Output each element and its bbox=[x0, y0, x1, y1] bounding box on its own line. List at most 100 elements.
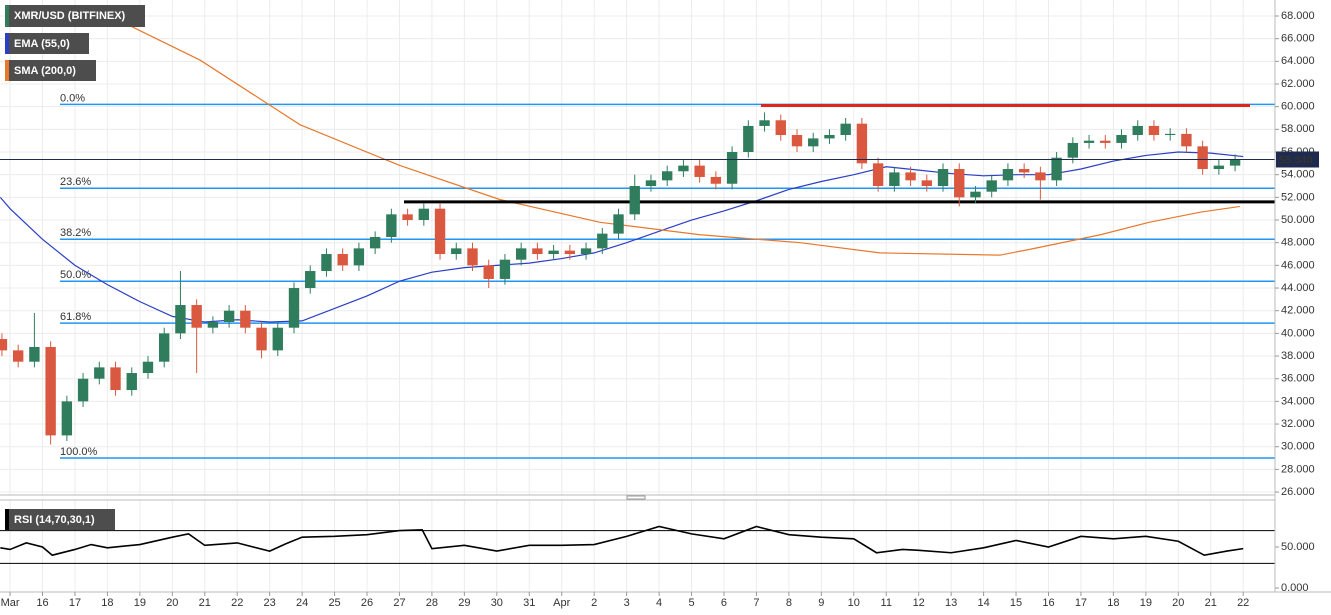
x-tick-label: 16 bbox=[1042, 597, 1054, 609]
candle-body bbox=[223, 310, 235, 323]
candle-body bbox=[207, 322, 219, 328]
candle-body bbox=[45, 346, 56, 436]
candle-body bbox=[1100, 140, 1111, 143]
candle-body bbox=[889, 172, 900, 187]
x-tick-label: 20 bbox=[1172, 597, 1184, 609]
y-tick-label: 48.000 bbox=[1281, 237, 1315, 249]
candle-body bbox=[791, 135, 803, 147]
candle-body bbox=[305, 271, 316, 289]
candle-body bbox=[743, 125, 754, 153]
last-price-label: 55.340 bbox=[1279, 154, 1313, 166]
x-tick-label: 18 bbox=[101, 597, 113, 609]
x-tick-label: 13 bbox=[945, 597, 957, 609]
candle-body bbox=[678, 165, 689, 172]
y-tick-label: 54.000 bbox=[1281, 169, 1315, 181]
grid bbox=[0, 0, 1275, 592]
splitter-handle[interactable] bbox=[626, 495, 646, 500]
legend: XMR/USD (BITFINEX) EMA (55,0) SMA (200,0… bbox=[5, 5, 145, 530]
candle-body bbox=[483, 265, 494, 279]
x-tick-label: 17 bbox=[69, 597, 81, 609]
candle-body bbox=[321, 254, 332, 272]
y-tick-label: 28.000 bbox=[1281, 463, 1315, 475]
candle-body bbox=[29, 346, 40, 362]
x-tick-label: 22 bbox=[1237, 597, 1249, 609]
rsi-pane bbox=[0, 525, 1275, 564]
candle-body bbox=[840, 123, 851, 136]
x-tick-label: 21 bbox=[1205, 597, 1217, 609]
y-tick-label: 50.000 bbox=[1281, 214, 1315, 226]
x-tick-label: 19 bbox=[134, 597, 146, 609]
candle-body bbox=[110, 367, 121, 391]
x-tick-label: 25 bbox=[328, 597, 340, 609]
y-tick-label: 40.000 bbox=[1281, 327, 1315, 339]
candle-body bbox=[597, 233, 608, 249]
candle-body bbox=[191, 305, 202, 328]
candle-body bbox=[418, 208, 430, 221]
x-tick-label: 29 bbox=[458, 597, 470, 609]
legend-swatch bbox=[5, 60, 9, 81]
x-tick-label: 28 bbox=[426, 597, 438, 609]
y-tick-label: 60.000 bbox=[1281, 101, 1315, 113]
x-tick-label: 12 bbox=[913, 597, 925, 609]
legend-box bbox=[5, 33, 89, 54]
candle-body bbox=[532, 248, 543, 255]
rsi-line bbox=[0, 525, 1244, 557]
candle-body bbox=[694, 165, 705, 177]
candle-body bbox=[159, 333, 170, 362]
fib-label: 61.8% bbox=[60, 311, 91, 323]
indicator-line bbox=[86, 5, 1241, 256]
x-tick-label: 18 bbox=[1107, 597, 1119, 609]
y-tick-label: 64.000 bbox=[1281, 55, 1315, 67]
x-tick-label: 5 bbox=[688, 597, 694, 609]
y-tick-label: 32.000 bbox=[1281, 418, 1315, 430]
candle-body bbox=[94, 367, 105, 379]
candle-body bbox=[1051, 157, 1062, 181]
x-tick-label: 30 bbox=[491, 597, 503, 609]
candle-body bbox=[824, 135, 835, 139]
candle-body bbox=[1164, 133, 1176, 136]
candle-body bbox=[775, 120, 786, 136]
candle-body bbox=[856, 123, 868, 164]
candle-body bbox=[434, 208, 446, 255]
x-tick-label: 23 bbox=[264, 597, 276, 609]
candle-body bbox=[515, 248, 527, 260]
candle-body bbox=[126, 373, 137, 391]
x-tick-label: 10 bbox=[848, 597, 860, 609]
candle-body bbox=[580, 248, 592, 255]
x-tick-label: 21 bbox=[199, 597, 211, 609]
y-tick-label: 26.000 bbox=[1281, 486, 1315, 498]
candle-body bbox=[1002, 169, 1014, 181]
y-tick-label: 62.000 bbox=[1281, 78, 1315, 90]
candle-body bbox=[499, 259, 511, 279]
fib-label: 23.6% bbox=[60, 176, 91, 188]
legend-swatch bbox=[5, 509, 9, 530]
y-tick-label: 66.000 bbox=[1281, 33, 1315, 45]
candle-body bbox=[954, 169, 965, 198]
x-tick-label: 22 bbox=[231, 597, 243, 609]
candle-body bbox=[77, 378, 89, 402]
candle-body bbox=[1181, 133, 1192, 147]
candle-body bbox=[613, 214, 624, 234]
candle-body bbox=[808, 138, 819, 147]
x-tick-label: 2 bbox=[591, 597, 597, 609]
x-tick-label: 20 bbox=[166, 597, 178, 609]
y-tick-label: 58.000 bbox=[1281, 123, 1315, 135]
x-tick-label: 17 bbox=[1075, 597, 1087, 609]
candle-body bbox=[369, 237, 381, 249]
candle-body bbox=[12, 350, 24, 362]
legend-sma: SMA (200,0) bbox=[14, 65, 76, 77]
candle-body bbox=[645, 180, 657, 187]
y-tick-label: 0.000 bbox=[1281, 582, 1309, 594]
x-tick-label: 24 bbox=[296, 597, 308, 609]
candle-body bbox=[142, 361, 154, 374]
candle-body bbox=[1035, 172, 1046, 181]
candle-body bbox=[61, 401, 73, 436]
candle-body bbox=[1197, 146, 1208, 170]
candle-body bbox=[1148, 125, 1160, 136]
candle-body bbox=[1132, 125, 1143, 136]
x-tick-label: 3 bbox=[624, 597, 630, 609]
candle-body bbox=[726, 152, 738, 184]
candle-body bbox=[921, 180, 932, 187]
fib-label: 100.0% bbox=[60, 446, 98, 458]
